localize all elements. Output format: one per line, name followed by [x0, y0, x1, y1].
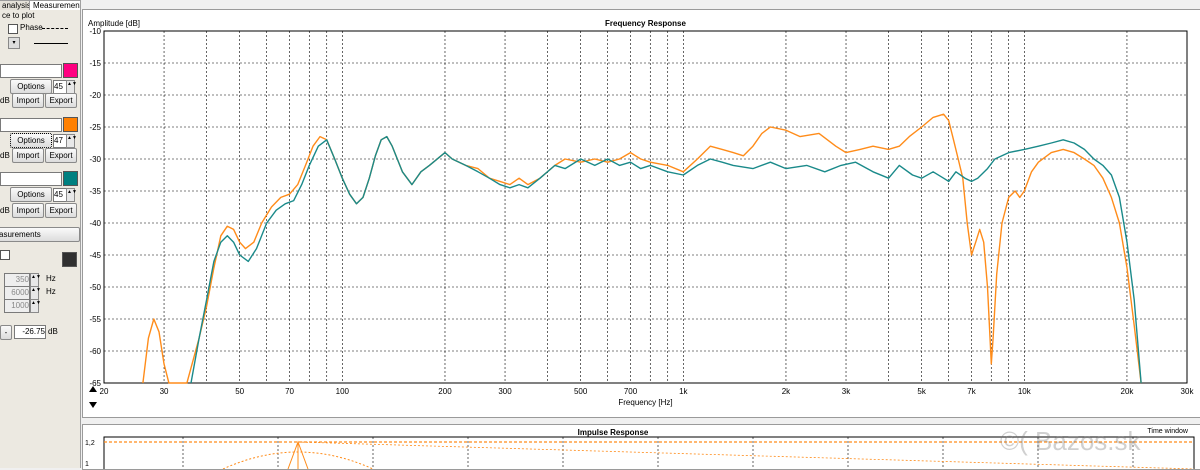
phase-checkbox[interactable] — [8, 24, 18, 34]
x-axis-label: Frequency [Hz] — [618, 398, 672, 407]
options-button-1[interactable]: Options — [10, 79, 52, 94]
x-tick-label: 70 — [285, 387, 294, 396]
x-tick-label: 500 — [574, 387, 588, 396]
value-field-2[interactable]: 47 — [53, 134, 67, 148]
x-tick-label: 300 — [498, 387, 512, 396]
impulse-response-chart[interactable]: Impulse Response Time window 1,2 1 — [83, 425, 1200, 469]
impulse-ytick-1: 1 — [85, 461, 89, 468]
y-tick-label: -20 — [89, 91, 101, 100]
x-tick-label: 2k — [782, 387, 791, 396]
x-tick-label: 700 — [624, 387, 638, 396]
impulse-title: Impulse Response — [578, 428, 649, 437]
impulse-decay — [297, 441, 1195, 469]
export-button-2[interactable]: Export — [45, 148, 77, 163]
y-tick-label: -60 — [89, 347, 101, 356]
freq-high-unit: Hz — [46, 287, 56, 296]
unit-label-2: dB — [0, 151, 10, 160]
y-tick-label: -65 — [89, 379, 101, 388]
x-tick-label: 50 — [235, 387, 244, 396]
measurements-button[interactable]: asurements — [0, 227, 80, 242]
curve-name-field-2[interactable] — [0, 118, 62, 132]
import-button-3[interactable]: Import — [12, 203, 44, 218]
curve-name-field-1[interactable] — [0, 64, 62, 78]
options-button-3[interactable]: Options — [10, 187, 52, 202]
freq-high-field[interactable]: 6000 — [4, 286, 30, 300]
x-tick-label: 20 — [100, 387, 109, 396]
y-tick-label: -55 — [89, 315, 101, 324]
import-button-1[interactable]: Import — [12, 93, 44, 108]
unit-label-1: dB — [0, 96, 10, 105]
value-field-3[interactable]: 45 — [53, 188, 67, 202]
value-field-1[interactable]: 45 — [53, 80, 67, 94]
freq-low-spinner[interactable]: ▲▼ — [30, 273, 41, 287]
unit-label-3: dB — [0, 206, 10, 215]
level-field[interactable]: -26.75 — [14, 325, 46, 339]
spinner-1[interactable]: ▲▼ — [66, 80, 77, 94]
x-tick-label: 200 — [438, 387, 452, 396]
plot-label: ce to plot — [2, 11, 35, 20]
series-line-1 — [142, 113, 1142, 384]
x-tick-label: 5k — [917, 387, 926, 396]
phase-line-style — [42, 28, 68, 29]
y-tick-label: -10 — [89, 27, 101, 36]
impulse-grid — [182, 437, 1134, 469]
measure-color-swatch[interactable] — [62, 252, 77, 267]
y-tick-label: -45 — [89, 251, 101, 260]
x-tick-label: 10k — [1018, 387, 1032, 396]
y-axis-label: Amplitude [dB] — [88, 19, 140, 28]
freq-low-field[interactable]: 350 — [4, 273, 30, 287]
minus-button[interactable]: - — [0, 325, 12, 340]
y-tick-label: -50 — [89, 283, 101, 292]
x-tick-label: 7k — [967, 387, 976, 396]
level-unit: dB — [48, 327, 58, 336]
freq-high-spinner[interactable]: ▲▼ — [30, 286, 41, 300]
curve-name-field-3[interactable] — [0, 172, 62, 186]
time-window-label: Time window — [1147, 428, 1189, 435]
options-button-2[interactable]: Options — [10, 133, 52, 148]
zoom-down-icon[interactable] — [89, 402, 97, 408]
export-button-3[interactable]: Export — [45, 203, 77, 218]
x-tick-label: 30k — [1181, 387, 1195, 396]
ref-freq-spinner[interactable]: ▲▼ — [30, 299, 41, 313]
spinner-3[interactable]: ▲▼ — [66, 188, 77, 202]
chart-title: Frequency Response — [605, 19, 686, 28]
ref-freq-field[interactable]: 1000 — [4, 299, 30, 313]
y-tick-label: -25 — [89, 123, 101, 132]
x-tick-label: 20k — [1121, 387, 1135, 396]
color-swatch-1[interactable] — [63, 63, 78, 78]
measure-checkbox[interactable] — [0, 250, 10, 260]
export-button-1[interactable]: Export — [45, 93, 77, 108]
impulse-response-panel: Impulse Response Time window 1,2 1 — [82, 424, 1200, 470]
line-style-dropdown[interactable]: ▾ — [8, 37, 20, 49]
x-tick-label: 3k — [842, 387, 851, 396]
series-line-2 — [190, 135, 1142, 384]
y-tick-label: -35 — [89, 187, 101, 196]
watermark-logo: ©( Bazos.sk — [1000, 426, 1141, 456]
x-tick-label: 100 — [336, 387, 350, 396]
x-tick-label: 1k — [679, 387, 688, 396]
tab-measurements[interactable]: Measurements — [29, 0, 80, 10]
phase-label: Phase — [20, 23, 43, 32]
x-tick-label: 30 — [160, 387, 169, 396]
line-style-sample — [34, 43, 68, 44]
zoom-up-icon[interactable] — [89, 386, 97, 392]
color-swatch-3[interactable] — [63, 171, 78, 186]
frequency-response-panel: -10 -15 -20 -25 -30 -35 -40 -45 -50 -55 -60 -65 20 30… — [82, 9, 1200, 418]
color-swatch-2[interactable] — [63, 117, 78, 132]
y-tick-label: -15 — [89, 59, 101, 68]
spinner-2[interactable]: ▲▼ — [66, 134, 77, 148]
left-panel: analysis Measurements ce to plot Phase ▾… — [0, 0, 81, 468]
import-button-2[interactable]: Import — [12, 148, 44, 163]
y-tick-label: -30 — [89, 155, 101, 164]
freq-low-unit: Hz — [46, 274, 56, 283]
impulse-ytick-0: 1,2 — [85, 440, 95, 447]
y-tick-label: -40 — [89, 219, 101, 228]
